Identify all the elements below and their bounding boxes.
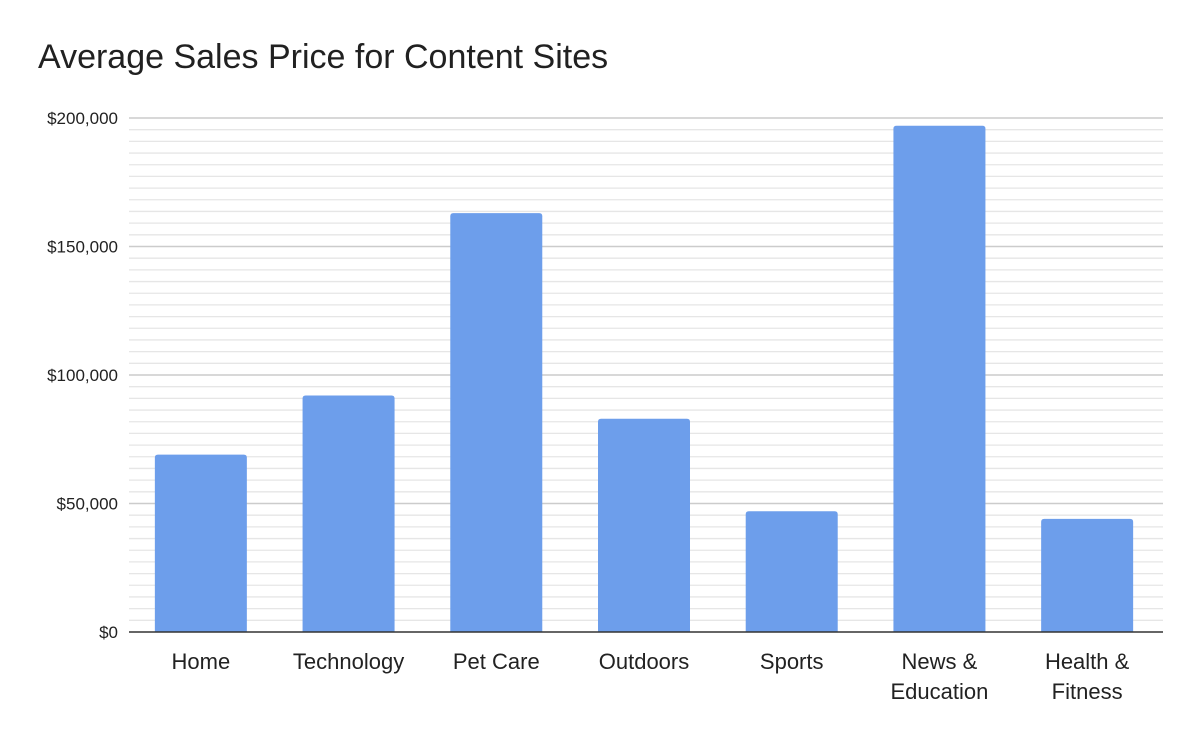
bar [745,511,838,632]
x-tick-label: Pet Care [453,649,540,674]
y-tick-label: $150,000 [47,238,118,257]
x-tick-label: Health & [1045,649,1130,674]
x-tick-label: Fitness [1052,679,1123,704]
bar [302,395,395,632]
bar [893,125,986,633]
bar [1041,518,1134,632]
x-tick-label: News & [902,649,978,674]
y-tick-label: $200,000 [47,109,118,128]
bar [450,213,543,632]
y-tick-label: $0 [99,623,118,642]
x-tick-label: Sports [760,649,824,674]
bar [598,418,690,632]
x-tick-label: Education [890,679,988,704]
x-tick-label: Technology [293,649,404,674]
x-tick-label: Home [172,649,231,674]
x-tick-label: Outdoors [599,649,690,674]
bar [154,454,247,632]
chart-title: Average Sales Price for Content Sites [38,38,609,76]
y-tick-label: $50,000 [57,495,118,514]
y-tick-label: $100,000 [47,366,118,385]
